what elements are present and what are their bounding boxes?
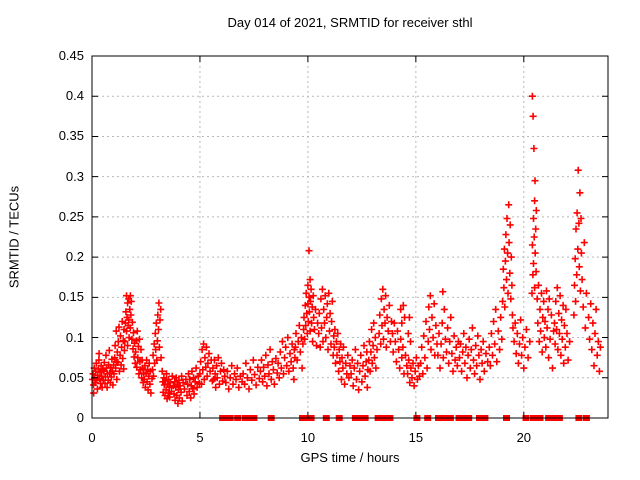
y-tick-label: 0.15 (58, 289, 84, 305)
y-tick-label: 0 (76, 410, 84, 425)
x-axis-label: GPS time / hours (300, 450, 400, 465)
grid-lines (92, 55, 608, 418)
y-tick-label: 0.3 (65, 168, 84, 184)
x-tick-label: 10 (300, 430, 316, 445)
x-tick-label: 5 (196, 430, 204, 445)
y-tick-label: 0.35 (58, 128, 84, 144)
x-tick-label: 0 (88, 430, 96, 445)
y-tick-label: 0.2 (65, 249, 84, 265)
y-tick-label: 0.05 (58, 369, 84, 385)
x-tick-label: 20 (516, 430, 532, 445)
zero-flag-squares (219, 415, 590, 421)
y-tick-label: 0.45 (58, 48, 84, 63)
x-tick-label: 15 (408, 430, 424, 445)
chart-title: Day 014 of 2021, SRMTID for receiver sth… (227, 15, 473, 30)
scatter-points (88, 92, 604, 407)
y-tick-label: 0.25 (58, 208, 84, 224)
plot-border (91, 55, 609, 419)
y-tick-label: 0.4 (65, 88, 84, 104)
axis-ticks (91, 55, 608, 419)
y-tick-label: 0.1 (65, 329, 84, 345)
